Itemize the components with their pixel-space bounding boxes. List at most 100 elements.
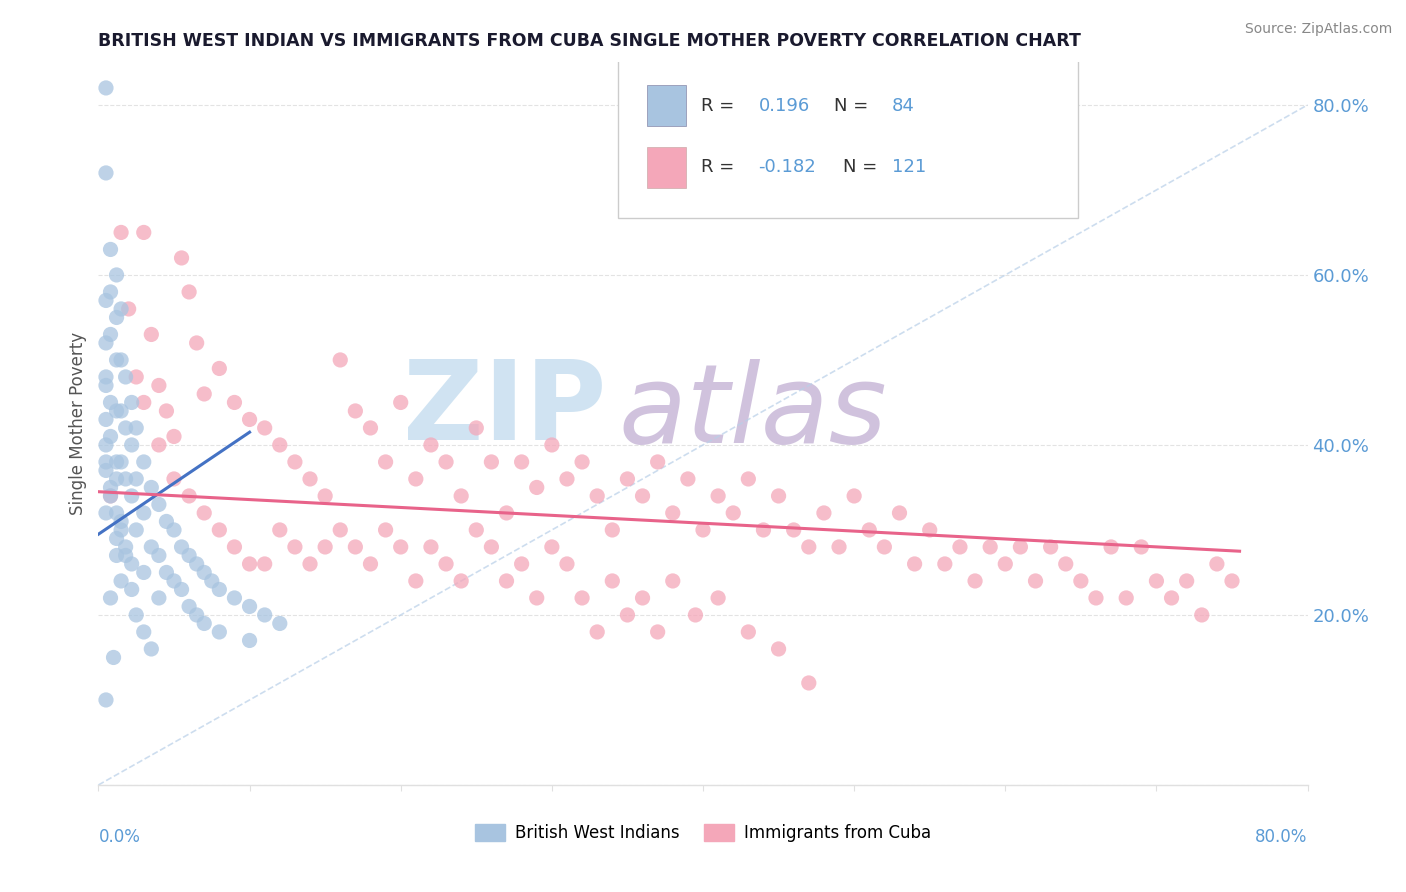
Point	[179, 489, 201, 503]
Point	[889, 506, 911, 520]
Point	[148, 498, 170, 512]
Point	[121, 489, 143, 503]
Point	[179, 549, 201, 563]
Point	[239, 412, 262, 426]
Point	[100, 285, 122, 299]
Point	[405, 472, 427, 486]
Point	[125, 370, 148, 384]
Point	[224, 540, 246, 554]
Point	[374, 523, 396, 537]
Point	[105, 404, 128, 418]
Point	[586, 489, 609, 503]
Point	[631, 591, 654, 605]
FancyBboxPatch shape	[647, 146, 686, 188]
Point	[114, 540, 136, 554]
Point	[723, 506, 745, 520]
Text: BRITISH WEST INDIAN VS IMMIGRANTS FROM CUBA SINGLE MOTHER POVERTY CORRELATION CH: BRITISH WEST INDIAN VS IMMIGRANTS FROM C…	[98, 32, 1081, 50]
Point	[94, 438, 117, 452]
Point	[752, 523, 775, 537]
Text: 84: 84	[891, 97, 914, 115]
Text: 80.0%: 80.0%	[1256, 829, 1308, 847]
Point	[253, 607, 276, 622]
Point	[105, 353, 128, 368]
Point	[555, 472, 578, 486]
Point	[481, 455, 503, 469]
Point	[540, 438, 562, 452]
Point	[1085, 591, 1108, 605]
Text: R =: R =	[700, 158, 740, 177]
Point	[768, 642, 790, 657]
Point	[121, 438, 143, 452]
Point	[510, 557, 533, 571]
Text: -0.182: -0.182	[759, 158, 817, 177]
Point	[647, 455, 669, 469]
Point	[100, 429, 122, 443]
Point	[132, 566, 155, 580]
Point	[1024, 574, 1046, 588]
Point	[269, 438, 291, 452]
Point	[94, 455, 117, 469]
Point	[239, 633, 262, 648]
Point	[526, 591, 548, 605]
Point	[132, 624, 155, 639]
Text: N =: N =	[834, 97, 873, 115]
Point	[110, 353, 132, 368]
Point	[94, 293, 117, 308]
Point	[299, 472, 322, 486]
Point	[132, 455, 155, 469]
Text: atlas: atlas	[619, 359, 887, 467]
Point	[170, 251, 193, 265]
Point	[647, 624, 669, 639]
Point	[100, 489, 122, 503]
Point	[163, 472, 186, 486]
Point	[163, 523, 186, 537]
Point	[389, 395, 412, 409]
Point	[141, 540, 163, 554]
Point	[114, 370, 136, 384]
Point	[685, 607, 707, 622]
Point	[193, 506, 215, 520]
Point	[110, 226, 132, 240]
Point	[105, 472, 128, 486]
Point	[186, 335, 208, 350]
Point	[1144, 574, 1167, 588]
Point	[1070, 574, 1092, 588]
Point	[797, 676, 820, 690]
Point	[121, 395, 143, 409]
Point	[965, 574, 987, 588]
Point	[141, 642, 163, 657]
Point	[1191, 607, 1213, 622]
Point	[904, 557, 927, 571]
Point	[110, 301, 132, 316]
Point	[105, 506, 128, 520]
Point	[125, 523, 148, 537]
Point	[1115, 591, 1137, 605]
Point	[737, 624, 759, 639]
Point	[239, 557, 262, 571]
Point	[186, 557, 208, 571]
Point	[201, 574, 224, 588]
Point	[1175, 574, 1198, 588]
Text: 0.0%: 0.0%	[98, 829, 141, 847]
Point	[405, 574, 427, 588]
Point	[481, 540, 503, 554]
Point	[110, 523, 132, 537]
Point	[94, 412, 117, 426]
Point	[118, 301, 141, 316]
Text: Source: ZipAtlas.com: Source: ZipAtlas.com	[1244, 22, 1392, 37]
Text: 0.196: 0.196	[759, 97, 810, 115]
Point	[465, 421, 488, 435]
Point	[94, 463, 117, 477]
Point	[148, 378, 170, 392]
Point	[434, 455, 457, 469]
Point	[94, 693, 117, 707]
Point	[155, 566, 177, 580]
Point	[125, 607, 148, 622]
Point	[170, 540, 193, 554]
Point	[299, 557, 322, 571]
Point	[344, 540, 367, 554]
Point	[193, 387, 215, 401]
Point	[934, 557, 956, 571]
Point	[571, 455, 593, 469]
Point	[193, 616, 215, 631]
